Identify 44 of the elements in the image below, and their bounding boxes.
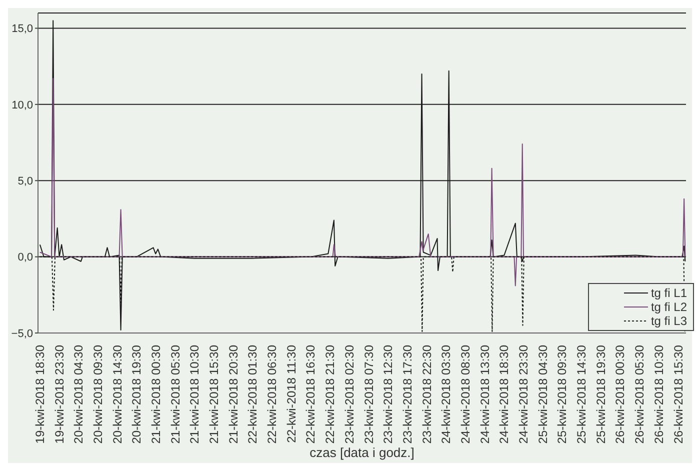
x-tick-label: 24-kwi-2018 03:30 [439,344,454,444]
x-tick-label: 24-kwi-2018 08:30 [458,344,472,444]
x-tick-label: 19-kwi-2018 23:30 [52,344,66,444]
legend-label: tg fi L1 [650,286,687,300]
x-tick-label: 22-kwi-2018 16:30 [304,344,318,444]
x-tick-label: 24-kwi-2018 23:30 [516,344,531,444]
x-tick-label: 21-kwi-2018 05:30 [168,344,182,444]
line-series [39,78,686,286]
x-tick-label: 21-kwi-2018 00:30 [148,344,163,444]
y-tick-label: −5,0 [11,328,33,340]
x-tick-label: 21-kwi-2018 20:30 [226,344,240,444]
x-tick-label: 25-kwi-2018 04:30 [536,344,550,444]
x-tick-label: 25-kwi-2018 14:30 [574,344,589,444]
x-tick-label: 24-kwi-2018 13:30 [478,344,492,444]
x-tick-label: 26-kwi-2018 00:30 [613,344,628,444]
x-tick-label: 19-kwi-2018 18:30 [32,344,47,444]
x-tick-label: 23-kwi-2018 17:30 [400,344,414,444]
x-tick-label: 25-kwi-2018 19:30 [594,344,608,444]
x-tick-label: 26-kwi-2018 10:30 [652,344,666,444]
x-tick-label: 23-kwi-2018 22:30 [420,344,434,444]
x-tick-label: 22-kwi-2018 11:30 [284,344,298,443]
y-tick-label: 15,0 [12,23,33,36]
x-tick-label: 26-kwi-2018 15:30 [671,344,686,444]
x-tick-label: 20-kwi-2018 09:30 [90,344,105,444]
x-tick-label: 22-kwi-2018 06:30 [265,344,280,444]
x-tick-label: 21-kwi-2018 10:30 [188,344,202,444]
x-tick-label: 26-kwi-2018 05:30 [632,344,647,444]
y-tick-label: 5,0 [18,176,33,188]
x-tick-label: 20-kwi-2018 04:30 [72,344,86,444]
x-axis-title: czas [data i godz.] [310,445,414,460]
x-tick-label: 23-kwi-2018 07:30 [362,344,376,444]
x-tick-label: 24-kwi-2018 18:30 [497,344,512,444]
legend-label: tg fi L3 [650,314,687,328]
x-tick-label: 21-kwi-2018 15:30 [207,344,222,444]
x-tick-label: 23-kwi-2018 02:30 [342,344,356,444]
x-tick-label: 23-kwi-2018 12:30 [381,344,396,444]
x-tick-label: 20-kwi-2018 19:30 [130,344,144,444]
legend-label: tg fi L2 [650,300,687,314]
x-tick-label: 22-kwi-2018 21:30 [323,344,338,444]
y-tick-label: 10,0 [12,99,33,112]
y-tick-label: 0,0 [18,252,33,264]
x-tick-label: 25-kwi-2018 09:30 [555,344,570,444]
x-tick-label: 22-kwi-2018 01:30 [246,344,260,444]
x-tick-label: 20-kwi-2018 14:30 [110,344,124,444]
